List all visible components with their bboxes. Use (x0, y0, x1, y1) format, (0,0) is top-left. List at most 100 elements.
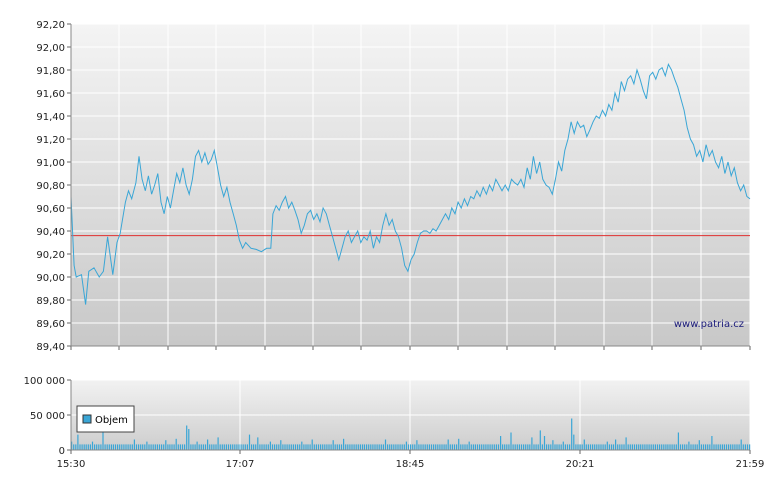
volume-bar (326, 444, 328, 450)
volume-bar (441, 444, 443, 450)
volume-bar (374, 444, 376, 450)
volume-bar (675, 444, 677, 450)
volume-bar (351, 444, 353, 450)
volume-bar (682, 444, 684, 450)
volume-bar (167, 444, 169, 450)
volume-bar (629, 444, 631, 450)
volume-bar (265, 444, 267, 450)
volume-bar (232, 444, 234, 450)
volume-bar (395, 444, 397, 450)
volume-bar (81, 444, 83, 450)
volume-bar (117, 444, 119, 450)
volume-bar (512, 444, 514, 450)
volume-bar (656, 444, 659, 450)
volume-bar (324, 444, 326, 450)
price-tick-label: 91,40 (36, 112, 65, 123)
volume-bar (284, 444, 286, 450)
volume-bar (462, 444, 464, 450)
volume-bar (334, 444, 336, 450)
volume-bar (100, 444, 102, 450)
volume-bar (414, 444, 416, 450)
volume-bar (581, 444, 583, 450)
volume-bar (363, 444, 366, 450)
volume-bar (234, 444, 236, 450)
volume-bar (625, 437, 627, 450)
price-tick-label: 91,00 (36, 158, 65, 169)
volume-bar (633, 444, 636, 450)
volume-bar (223, 444, 225, 450)
volume-bar (135, 444, 138, 450)
volume-bar (619, 444, 621, 450)
price-tick-label: 90,20 (36, 250, 65, 261)
volume-bar (449, 444, 451, 450)
price-tick-label: 89,60 (36, 319, 65, 330)
volume-bar (594, 444, 596, 450)
volume-bars (71, 418, 751, 450)
volume-bar (659, 444, 661, 450)
volume-bar (271, 444, 274, 450)
time-tick-label: 21:59 (736, 459, 765, 470)
volume-bar (646, 444, 648, 450)
volume-bar (242, 444, 244, 450)
volume-bar (420, 444, 422, 450)
volume-bar (533, 444, 535, 450)
volume-bar (734, 444, 736, 450)
volume-bar (204, 444, 207, 450)
volume-bar (332, 440, 334, 450)
volume-bar (156, 444, 158, 450)
volume-bar (240, 444, 242, 450)
volume-bar (403, 444, 405, 450)
volume-tick-label: 100 000 (24, 376, 65, 387)
volume-bar (422, 444, 424, 450)
volume-bar (146, 441, 148, 450)
volume-bar (604, 444, 606, 450)
volume-bar (746, 444, 749, 450)
volume-bar (361, 444, 364, 450)
volume-bar (320, 444, 322, 450)
volume-bar (495, 444, 497, 450)
volume-bar (554, 444, 556, 450)
volume-bar (286, 444, 288, 450)
volume-bar (430, 444, 433, 450)
volume-bar (405, 441, 407, 450)
volume-bar (77, 434, 79, 450)
volume-bar (267, 444, 269, 450)
volume-bar (355, 444, 357, 450)
volume-bar (313, 444, 315, 450)
volume-bar (717, 444, 719, 450)
volume-bar (349, 444, 351, 450)
volume-bar (412, 444, 414, 450)
volume-bar (725, 444, 728, 450)
volume-bar (276, 444, 278, 450)
volume-bar (246, 444, 248, 450)
price-tick-label: 90,80 (36, 181, 65, 192)
volume-bar (274, 444, 276, 450)
volume-bar (98, 444, 100, 450)
volume-bar (238, 444, 240, 450)
volume-bar (200, 444, 202, 450)
time-tick-label: 20:21 (566, 459, 595, 470)
volume-bar (523, 444, 525, 450)
volume-bar (600, 444, 602, 450)
volume-bar (133, 439, 135, 450)
volume-bar (621, 444, 623, 450)
volume-bar (294, 444, 297, 450)
price-tick-label: 90,60 (36, 204, 65, 215)
volume-bar (485, 444, 487, 450)
volume-bar (715, 444, 717, 450)
volume-bar (707, 444, 709, 450)
volume-bar (615, 439, 617, 450)
volume-bar (140, 444, 142, 450)
volume-bar (382, 444, 384, 450)
volume-bar (652, 444, 654, 450)
volume-bar (330, 444, 332, 450)
volume-bar (464, 444, 466, 450)
volume-tick-label: 0 (59, 446, 65, 457)
volume-bar (303, 444, 305, 450)
volume-bar (175, 438, 177, 450)
price-tick-label: 89,40 (36, 342, 65, 353)
price-tick-label: 90,00 (36, 273, 65, 284)
volume-bar (694, 444, 696, 450)
volume-bar (537, 444, 539, 450)
